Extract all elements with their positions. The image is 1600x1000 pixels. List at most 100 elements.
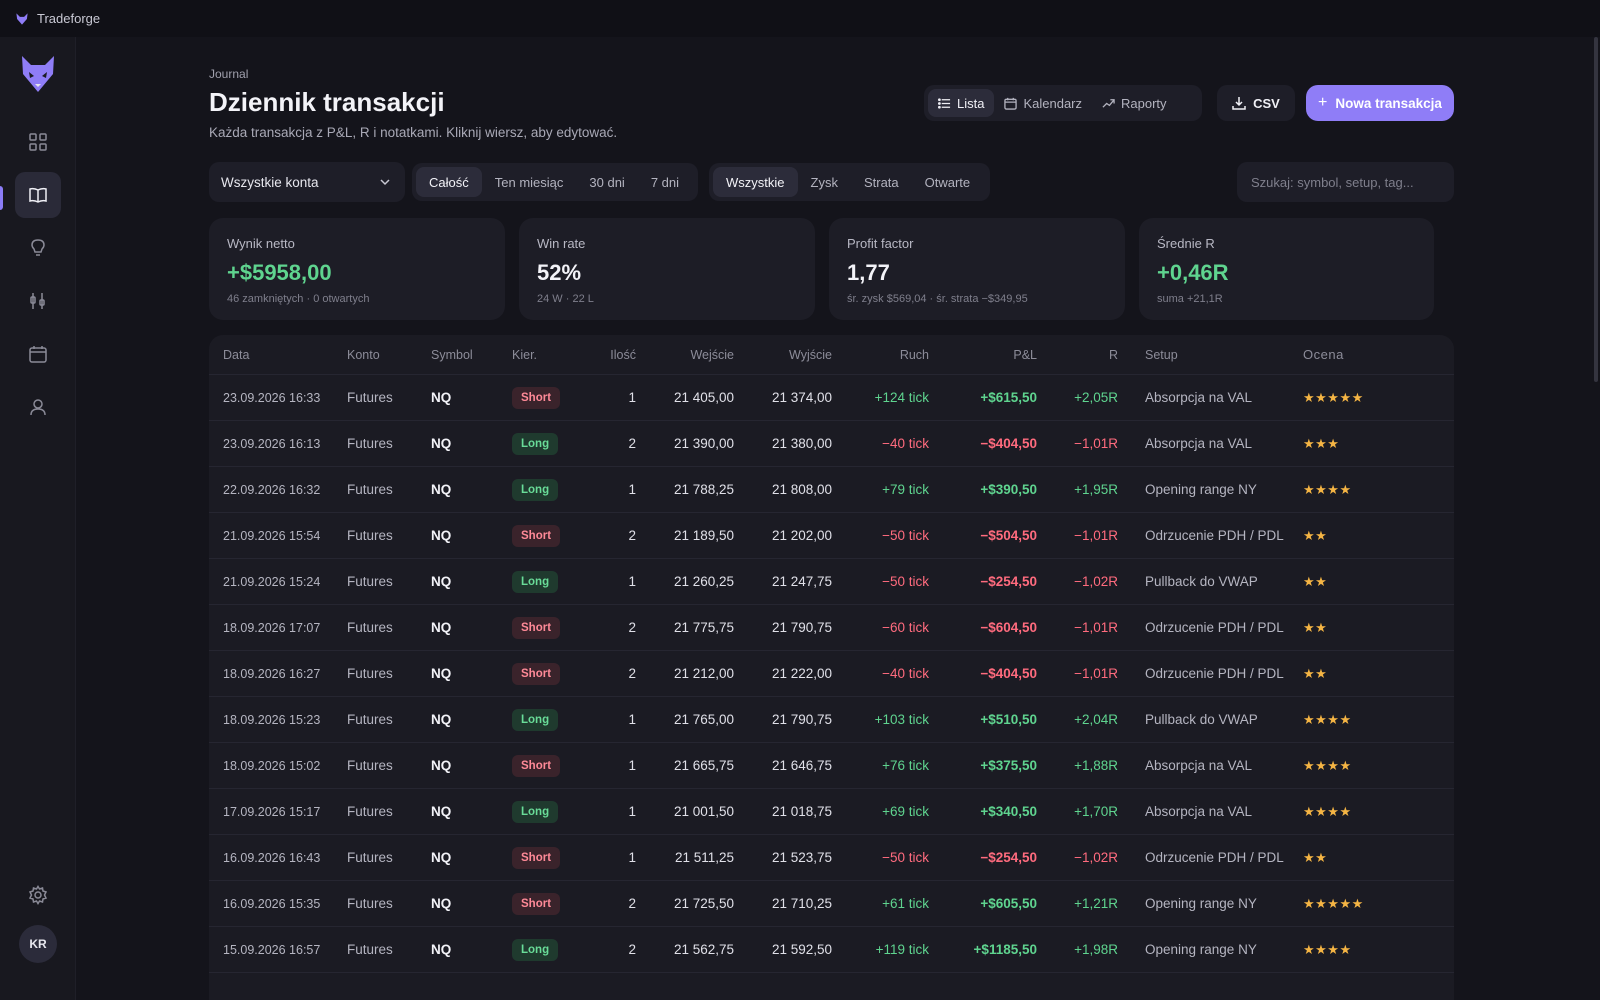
cell-symbol: NQ	[431, 482, 452, 497]
cell-r: +1,70R	[1074, 804, 1118, 819]
cell-account: Futures	[347, 390, 393, 405]
tab-calendar[interactable]: Kalendarz	[994, 89, 1092, 117]
column-header-quantity[interactable]: Ilość	[610, 347, 636, 362]
column-header-move[interactable]: Ruch	[899, 347, 929, 362]
cell-account: Futures	[347, 850, 393, 865]
cell-pnl: −$404,50	[980, 436, 1037, 451]
column-header-pnl[interactable]: P&L	[1013, 347, 1037, 362]
table-row[interactable]: 18.09.2026 15:02 Futures NQ Short 1 21 665,75…	[209, 743, 1454, 789]
cell-entry: 21 405,00	[673, 390, 734, 405]
cell-pnl: −$604,50	[980, 620, 1037, 635]
cell-r: +2,04R	[1074, 712, 1118, 727]
table-row[interactable]: 21.09.2026 15:54 Futures NQ Short 2 21 189,50…	[209, 513, 1454, 559]
column-header-entry[interactable]: Wejście	[690, 347, 734, 362]
cell-account: Futures	[347, 712, 393, 727]
table-row[interactable]: 18.09.2026 17:07 Futures NQ Short 2 21 775,75…	[209, 605, 1454, 651]
cell-r: −1,02R	[1074, 850, 1118, 865]
cell-quantity: 1	[628, 804, 636, 819]
cell-r: +1,98R	[1074, 942, 1118, 957]
table-row[interactable]: 22.09.2026 16:32 Futures NQ Long 1 21 788,25 2…	[209, 467, 1454, 513]
stat-value: 52%	[537, 260, 582, 285]
tab-reports[interactable]: Raporty	[1092, 89, 1177, 117]
cell-quantity: 2	[628, 896, 636, 911]
table-row[interactable]: 23.09.2026 16:13 Futures NQ Long 2 21 390,00 2…	[209, 421, 1454, 467]
table-row[interactable]: 17.09.2026 15:17 Futures NQ Long 1 21 001,50 2…	[209, 789, 1454, 835]
column-header-symbol[interactable]: Symbol	[431, 347, 473, 362]
scrollbar[interactable]	[1594, 37, 1598, 382]
table-row[interactable]: 16.09.2026 16:43 Futures NQ Short 1 21 511,25…	[209, 835, 1454, 881]
cell-rating: ★★★	[1303, 435, 1340, 451]
sidebar-item-settings[interactable]	[15, 872, 61, 918]
outcome-option-all[interactable]: Wszystkie	[713, 167, 798, 197]
cell-symbol: NQ	[431, 436, 452, 451]
column-header-account[interactable]: Konto	[347, 347, 380, 362]
table-row[interactable]: 15.09.2026 16:57 Futures NQ Long 2 21 562,75 2…	[209, 927, 1454, 973]
export-csv-button[interactable]: CSV	[1217, 85, 1295, 121]
account-select-value: Wszystkie konta	[221, 174, 319, 190]
cell-move: −50 tick	[882, 850, 929, 865]
column-header-direction[interactable]: Kier.	[512, 347, 538, 362]
sidebar-item-dashboard[interactable]	[15, 119, 61, 165]
table-row[interactable]: 16.09.2026 15:35 Futures NQ Short 2 21 725,50…	[209, 881, 1454, 927]
outcome-option-profit[interactable]: Zysk	[810, 174, 838, 190]
outcome-option-open[interactable]: Otwarte	[924, 174, 971, 190]
column-header-setup[interactable]: Setup	[1145, 347, 1178, 362]
column-header-date[interactable]: Data	[223, 347, 250, 362]
cell-pnl: −$504,50	[980, 528, 1037, 543]
new-trade-button[interactable]: + Nowa transakcja	[1306, 85, 1454, 121]
grid-icon	[29, 133, 47, 151]
tab-list-label: Lista	[957, 95, 985, 111]
stat-card-average-r: Średnie R +0,46R suma +21,1R	[1139, 218, 1434, 320]
new-trade-label: Nowa transakcja	[1335, 95, 1442, 111]
cell-move: −60 tick	[882, 620, 929, 635]
account-select[interactable]: Wszystkie konta	[209, 162, 405, 202]
avatar[interactable]: KR	[19, 925, 57, 963]
search-input[interactable]	[1237, 162, 1454, 202]
column-header-exit[interactable]: Wyjście	[789, 347, 832, 362]
cell-setup: Opening range NY	[1145, 896, 1257, 911]
sidebar-item-ideas[interactable]	[15, 225, 61, 271]
download-icon	[1232, 97, 1246, 110]
cell-exit: 21 374,00	[771, 390, 832, 405]
cell-rating: ★★	[1303, 527, 1328, 543]
tab-list[interactable]: Lista	[928, 89, 995, 117]
cell-exit: 21 523,75	[771, 850, 832, 865]
fox-logo-icon[interactable]	[20, 54, 56, 94]
cell-exit: 21 790,75	[771, 620, 832, 635]
user-icon	[30, 399, 46, 416]
cell-entry: 21 260,25	[673, 574, 734, 589]
cell-account: Futures	[347, 758, 393, 773]
range-option-30-days[interactable]: 30 dni	[589, 174, 625, 190]
stat-value: +0,46R	[1157, 260, 1229, 285]
cell-symbol: NQ	[431, 528, 452, 543]
sidebar-item-strategies[interactable]	[15, 278, 61, 324]
range-option-all[interactable]: Całość	[416, 167, 482, 197]
cell-quantity: 2	[628, 666, 636, 681]
cell-rating: ★★★★★	[1303, 895, 1364, 911]
column-header-rating[interactable]: Ocena	[1303, 347, 1344, 362]
plus-icon: +	[1318, 94, 1328, 111]
sidebar-item-journal[interactable]	[15, 172, 61, 218]
table-row[interactable]: 18.09.2026 16:27 Futures NQ Short 2 21 212,00…	[209, 651, 1454, 697]
direction-badge: Short	[512, 892, 561, 915]
outcome-option-loss[interactable]: Strata	[863, 174, 899, 190]
table-row[interactable]: 21.09.2026 15:24 Futures NQ Long 1 21 260,25 2…	[209, 559, 1454, 605]
table-row[interactable]: 23.09.2026 16:33 Futures NQ Short 1 21 405,00…	[209, 375, 1454, 421]
cell-setup: Absorpcja na VAL	[1145, 436, 1253, 451]
cell-direction: Short	[512, 662, 600, 685]
cell-quantity: 2	[628, 942, 636, 957]
column-header-r[interactable]: R	[1108, 347, 1118, 362]
sidebar-item-calendar[interactable]	[15, 331, 61, 377]
cell-symbol: NQ	[431, 712, 452, 727]
cell-r: +2,05R	[1074, 390, 1118, 405]
cell-date: 23.09.2026 16:33	[223, 390, 321, 405]
range-option-7-days[interactable]: 7 dni	[650, 174, 680, 190]
cell-date: 18.09.2026 15:23	[223, 712, 321, 727]
range-option-this-month[interactable]: Ten miesiąc	[494, 174, 564, 190]
cell-pnl: +$510,50	[980, 712, 1037, 727]
stat-value: +$5958,00	[227, 260, 332, 285]
sidebar-item-profile[interactable]	[15, 384, 61, 430]
cell-symbol: NQ	[431, 850, 452, 865]
table-row[interactable]: 18.09.2026 15:23 Futures NQ Long 1 21 765,00 2…	[209, 697, 1454, 743]
cell-exit: 21 808,00	[771, 482, 832, 497]
